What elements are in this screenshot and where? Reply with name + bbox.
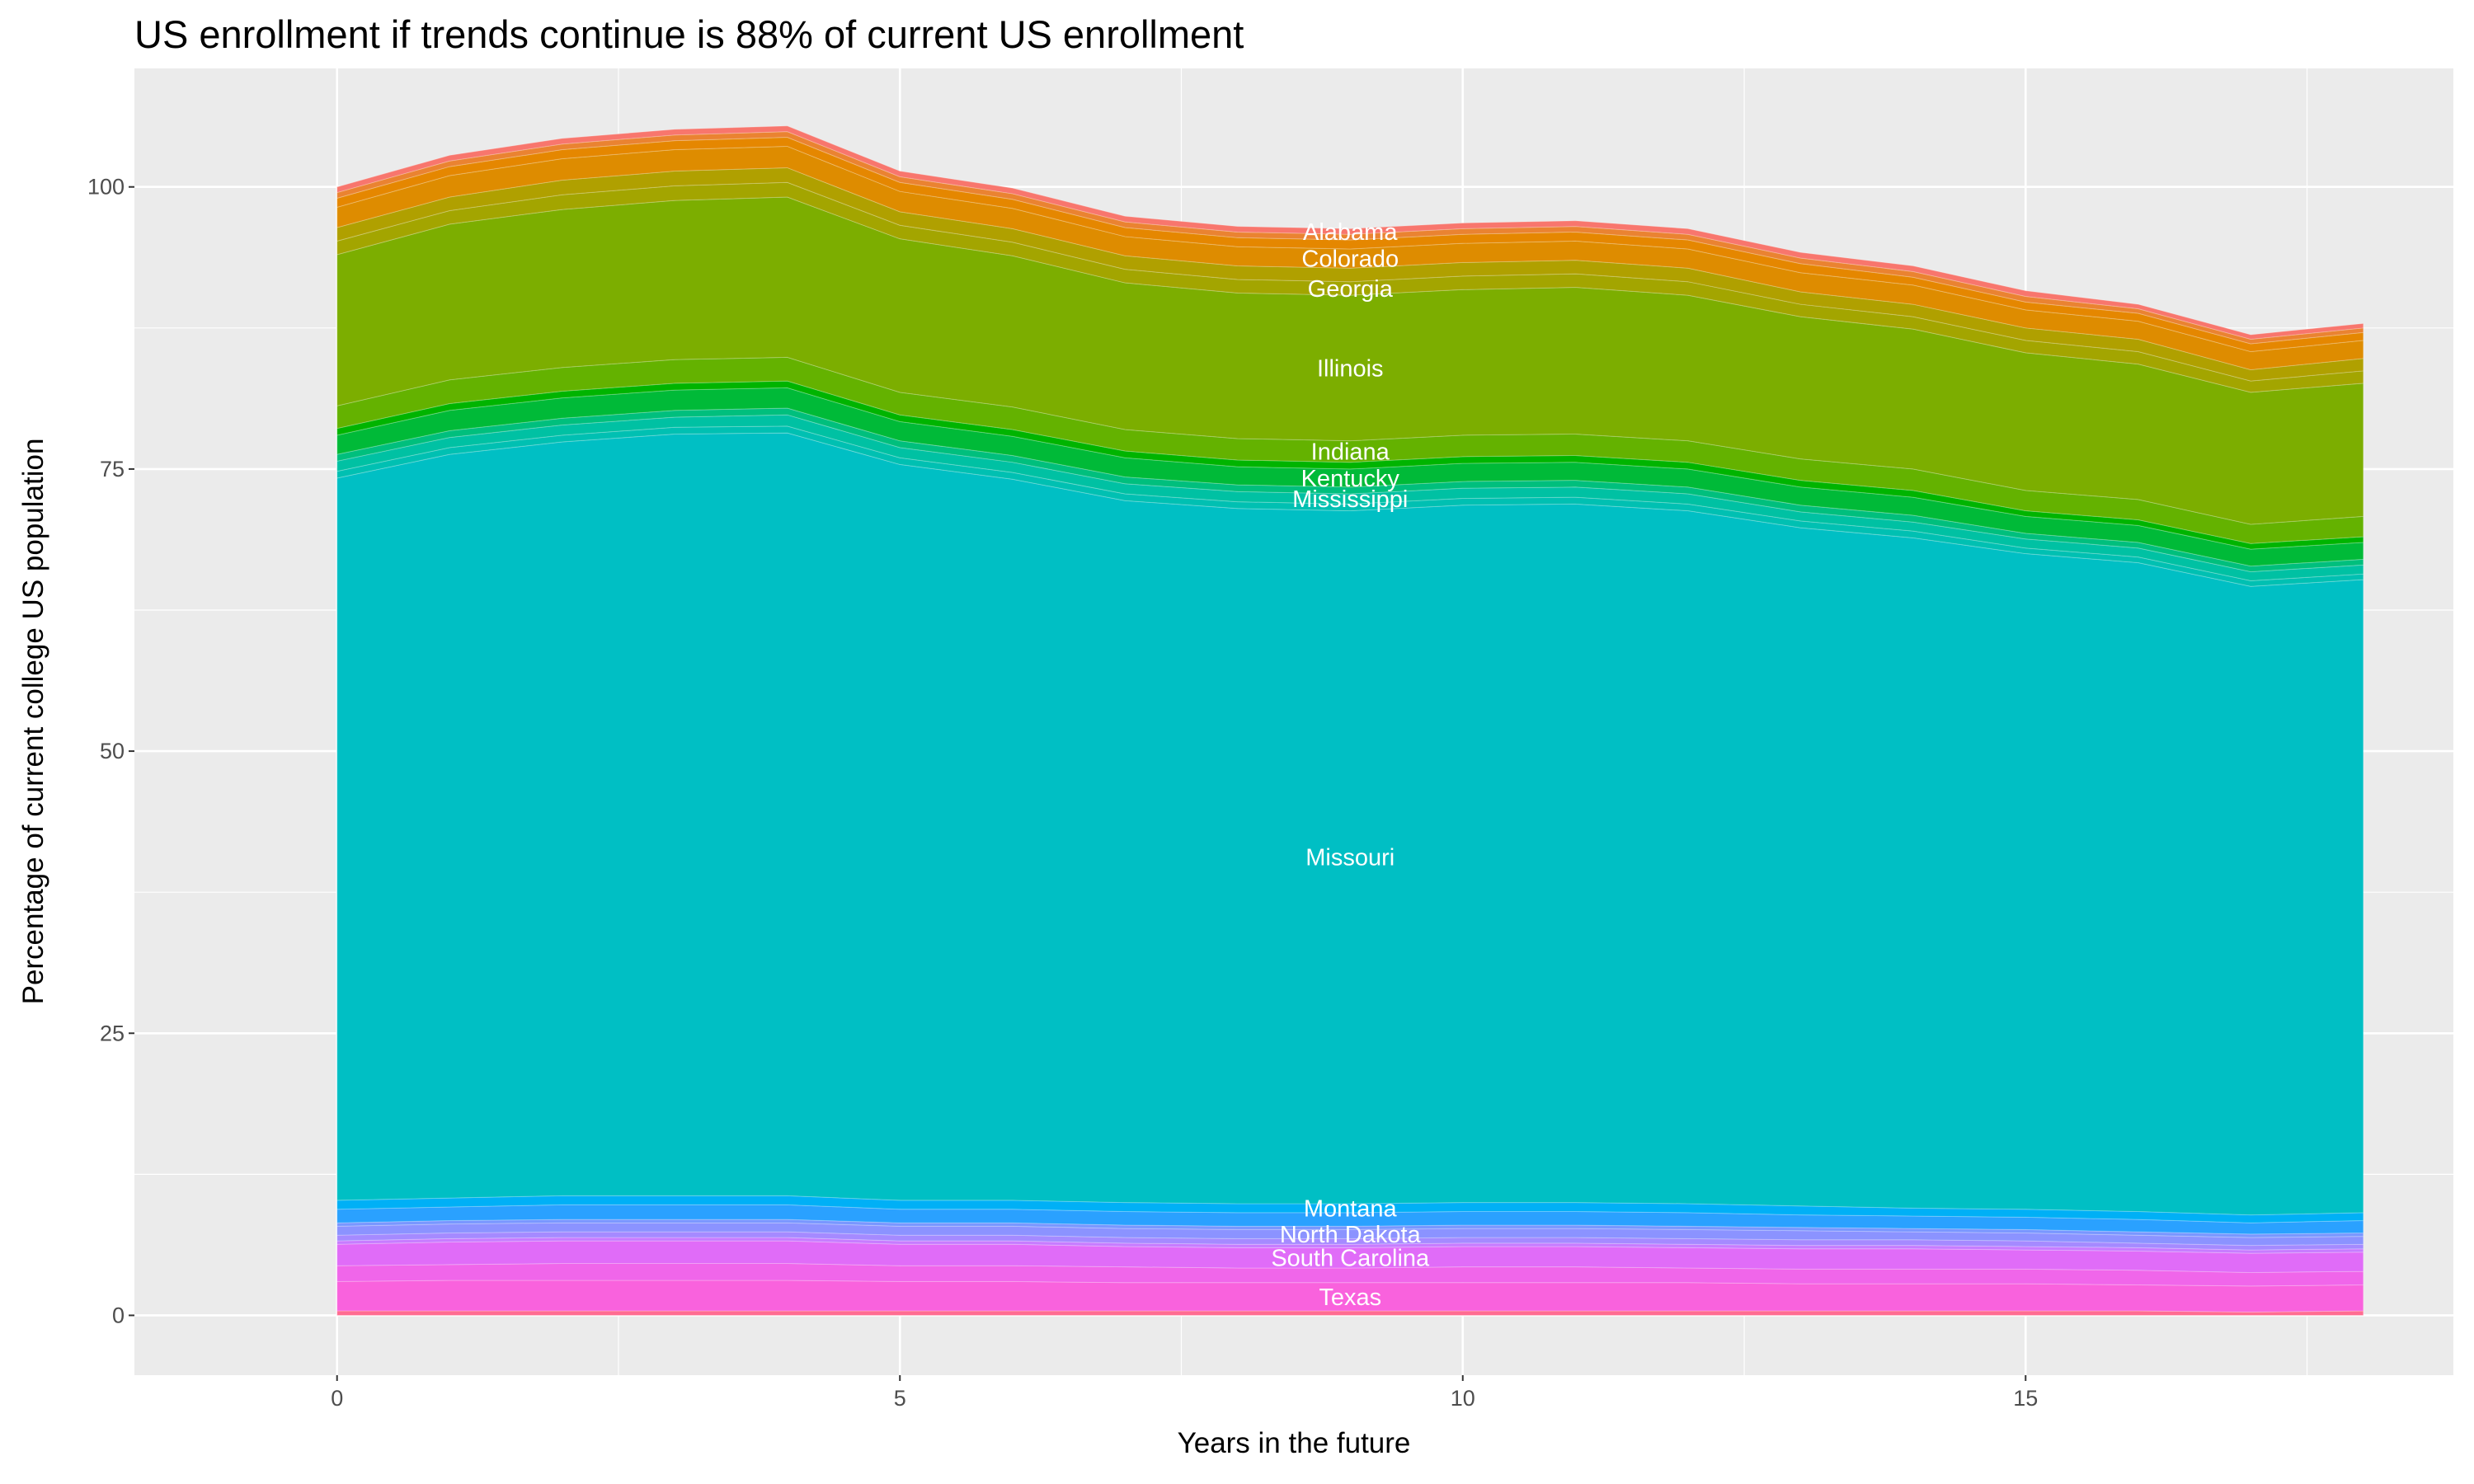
y-tick-label: 25 <box>100 1021 125 1045</box>
area-alabama <box>336 125 2364 340</box>
series-label: North Dakota <box>1280 1222 1422 1248</box>
area-layer-8 <box>336 1204 2364 1235</box>
x-axis-title: Years in the future <box>1178 1427 1411 1459</box>
series-label: South Carolina <box>1271 1246 1430 1272</box>
area-layer-11 <box>336 425 2364 587</box>
series-label: Georgia <box>1308 276 1394 303</box>
y-axis-title: Percentage of current college US populat… <box>17 439 49 1005</box>
series-label: Illinois <box>1317 355 1384 382</box>
series-label: Colorado <box>1301 247 1399 273</box>
area-north-dakota <box>336 1222 2364 1247</box>
series-label: Indiana <box>1311 439 1390 466</box>
x-tick-label: 0 <box>331 1386 343 1411</box>
area-layers <box>336 125 2364 1316</box>
area-layer-13 <box>336 407 2364 572</box>
area-layer-0 <box>336 1310 2364 1316</box>
area-layer-15 <box>336 380 2364 550</box>
series-label: Montana <box>1304 1195 1398 1222</box>
area-layer-7 <box>336 1219 2364 1238</box>
area-georgia <box>336 181 2364 393</box>
series-label: Alabama <box>1303 219 1398 246</box>
series-label: Kentucky <box>1301 466 1400 492</box>
series-label: Missouri <box>1305 845 1395 871</box>
area-layer-4 <box>336 1237 2364 1254</box>
area-colorado <box>336 145 2364 370</box>
area-montana <box>336 1195 2364 1223</box>
x-tick-label: 5 <box>894 1386 906 1411</box>
area-indiana <box>336 356 2364 544</box>
area-layer-5 <box>336 1231 2364 1251</box>
series-label: Mississippi <box>1292 486 1408 513</box>
x-tick-label: 10 <box>1451 1386 1475 1411</box>
axis-ticks: 0 5 10 15 0 25 50 75 100 <box>87 175 2038 1411</box>
chart-title: US enrollment if trends continue is 88% … <box>134 12 1244 56</box>
y-tick-label: 75 <box>100 457 125 481</box>
x-tick-label: 15 <box>2013 1386 2038 1411</box>
series-label: Texas <box>1319 1284 1381 1311</box>
area-layer-19 <box>336 167 2364 382</box>
y-tick-label: 100 <box>87 175 125 200</box>
y-tick-label: 50 <box>100 739 125 763</box>
area-south-carolina <box>336 1240 2364 1273</box>
y-tick-label: 0 <box>112 1303 125 1327</box>
